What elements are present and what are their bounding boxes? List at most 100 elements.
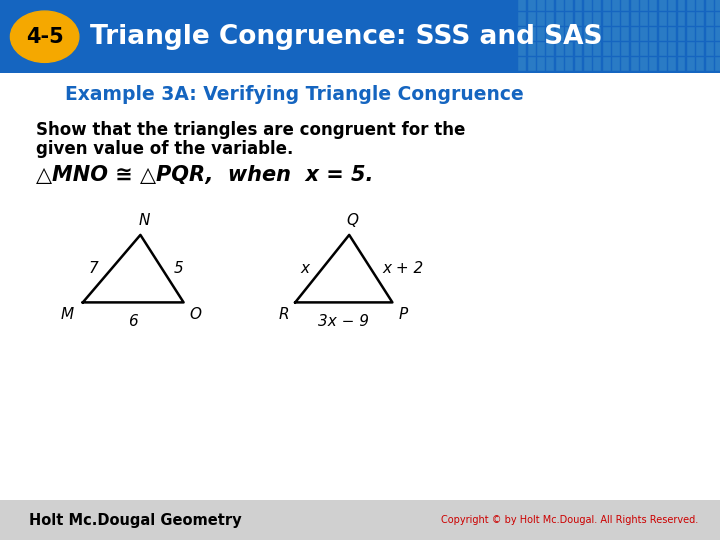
FancyBboxPatch shape xyxy=(659,0,667,11)
Text: N: N xyxy=(138,213,150,228)
FancyBboxPatch shape xyxy=(565,27,573,41)
FancyBboxPatch shape xyxy=(668,12,676,26)
Text: R: R xyxy=(279,307,289,322)
FancyBboxPatch shape xyxy=(603,57,611,71)
FancyBboxPatch shape xyxy=(640,0,648,11)
FancyBboxPatch shape xyxy=(528,42,536,56)
Text: 5: 5 xyxy=(174,261,184,276)
FancyBboxPatch shape xyxy=(584,57,592,71)
FancyBboxPatch shape xyxy=(537,57,545,71)
FancyBboxPatch shape xyxy=(659,42,667,56)
FancyBboxPatch shape xyxy=(0,0,720,73)
FancyBboxPatch shape xyxy=(706,27,714,41)
FancyBboxPatch shape xyxy=(518,57,526,71)
FancyBboxPatch shape xyxy=(556,0,564,11)
Text: △MNO ≅ △PQR,  when  x = 5.: △MNO ≅ △PQR, when x = 5. xyxy=(36,165,374,186)
FancyBboxPatch shape xyxy=(575,12,582,26)
Text: Example 3A: Verifying Triangle Congruence: Example 3A: Verifying Triangle Congruenc… xyxy=(65,85,523,104)
FancyBboxPatch shape xyxy=(556,12,564,26)
FancyBboxPatch shape xyxy=(706,42,714,56)
Text: 7: 7 xyxy=(89,261,99,276)
Text: Copyright © by Holt Mc.Dougal. All Rights Reserved.: Copyright © by Holt Mc.Dougal. All Right… xyxy=(441,515,698,525)
FancyBboxPatch shape xyxy=(687,42,695,56)
FancyBboxPatch shape xyxy=(631,12,639,26)
FancyBboxPatch shape xyxy=(528,27,536,41)
FancyBboxPatch shape xyxy=(575,42,582,56)
FancyBboxPatch shape xyxy=(715,42,720,56)
FancyBboxPatch shape xyxy=(518,0,526,11)
FancyBboxPatch shape xyxy=(696,12,704,26)
FancyBboxPatch shape xyxy=(546,0,554,11)
FancyBboxPatch shape xyxy=(668,27,676,41)
FancyBboxPatch shape xyxy=(696,0,704,11)
FancyBboxPatch shape xyxy=(603,27,611,41)
FancyBboxPatch shape xyxy=(593,57,601,71)
FancyBboxPatch shape xyxy=(649,42,657,56)
Text: Triangle Congruence: SSS and SAS: Triangle Congruence: SSS and SAS xyxy=(90,24,603,50)
FancyBboxPatch shape xyxy=(612,42,620,56)
FancyBboxPatch shape xyxy=(603,42,611,56)
FancyBboxPatch shape xyxy=(668,57,676,71)
FancyBboxPatch shape xyxy=(640,12,648,26)
FancyBboxPatch shape xyxy=(678,57,685,71)
FancyBboxPatch shape xyxy=(621,42,629,56)
FancyBboxPatch shape xyxy=(546,57,554,71)
Text: 6: 6 xyxy=(128,314,138,329)
FancyBboxPatch shape xyxy=(565,0,573,11)
FancyBboxPatch shape xyxy=(528,0,536,11)
FancyBboxPatch shape xyxy=(678,12,685,26)
FancyBboxPatch shape xyxy=(687,0,695,11)
FancyBboxPatch shape xyxy=(649,57,657,71)
Ellipse shape xyxy=(10,11,79,62)
Text: O: O xyxy=(189,307,202,322)
FancyBboxPatch shape xyxy=(518,42,526,56)
FancyBboxPatch shape xyxy=(640,27,648,41)
FancyBboxPatch shape xyxy=(575,57,582,71)
FancyBboxPatch shape xyxy=(696,57,704,71)
FancyBboxPatch shape xyxy=(546,27,554,41)
FancyBboxPatch shape xyxy=(584,42,592,56)
FancyBboxPatch shape xyxy=(0,500,720,540)
FancyBboxPatch shape xyxy=(631,57,639,71)
FancyBboxPatch shape xyxy=(668,42,676,56)
FancyBboxPatch shape xyxy=(537,12,545,26)
FancyBboxPatch shape xyxy=(696,42,704,56)
Text: Holt Mc.Dougal Geometry: Holt Mc.Dougal Geometry xyxy=(29,512,241,528)
FancyBboxPatch shape xyxy=(631,0,639,11)
Text: x: x xyxy=(300,261,310,276)
FancyBboxPatch shape xyxy=(565,57,573,71)
FancyBboxPatch shape xyxy=(537,27,545,41)
FancyBboxPatch shape xyxy=(612,27,620,41)
FancyBboxPatch shape xyxy=(612,12,620,26)
FancyBboxPatch shape xyxy=(678,27,685,41)
FancyBboxPatch shape xyxy=(546,12,554,26)
FancyBboxPatch shape xyxy=(537,0,545,11)
FancyBboxPatch shape xyxy=(668,0,676,11)
FancyBboxPatch shape xyxy=(659,57,667,71)
FancyBboxPatch shape xyxy=(518,27,526,41)
FancyBboxPatch shape xyxy=(706,0,714,11)
FancyBboxPatch shape xyxy=(612,0,620,11)
FancyBboxPatch shape xyxy=(565,42,573,56)
FancyBboxPatch shape xyxy=(649,27,657,41)
FancyBboxPatch shape xyxy=(678,42,685,56)
FancyBboxPatch shape xyxy=(556,57,564,71)
FancyBboxPatch shape xyxy=(0,73,720,500)
FancyBboxPatch shape xyxy=(678,0,685,11)
FancyBboxPatch shape xyxy=(631,42,639,56)
FancyBboxPatch shape xyxy=(640,57,648,71)
FancyBboxPatch shape xyxy=(537,42,545,56)
Text: 3x − 9: 3x − 9 xyxy=(318,314,369,329)
FancyBboxPatch shape xyxy=(715,57,720,71)
FancyBboxPatch shape xyxy=(528,57,536,71)
FancyBboxPatch shape xyxy=(593,0,601,11)
Text: x + 2: x + 2 xyxy=(382,261,423,276)
FancyBboxPatch shape xyxy=(621,12,629,26)
FancyBboxPatch shape xyxy=(649,0,657,11)
FancyBboxPatch shape xyxy=(715,0,720,11)
FancyBboxPatch shape xyxy=(631,27,639,41)
Text: M: M xyxy=(61,307,74,322)
FancyBboxPatch shape xyxy=(687,27,695,41)
FancyBboxPatch shape xyxy=(556,27,564,41)
FancyBboxPatch shape xyxy=(687,12,695,26)
